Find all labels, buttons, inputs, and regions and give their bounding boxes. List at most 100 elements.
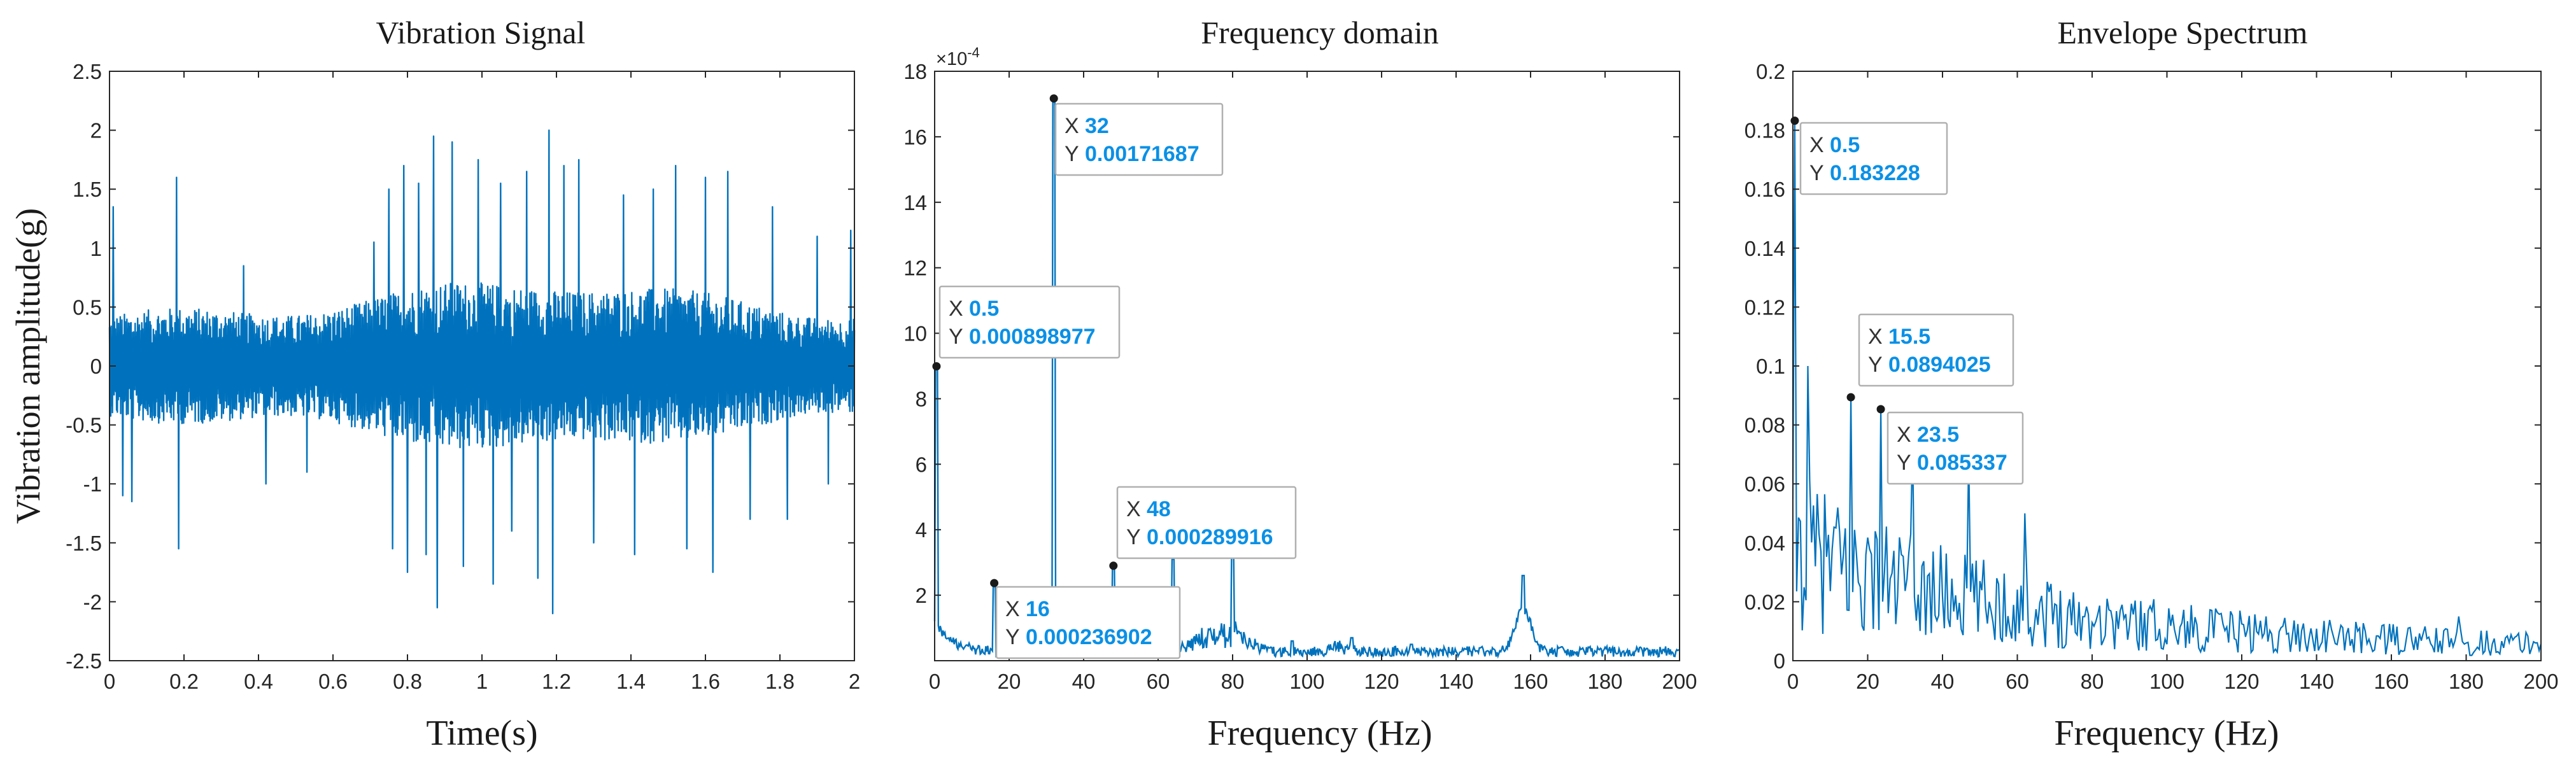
datatip-y-value: 0.00171687 — [1085, 142, 1200, 166]
datatip-y-label: Y — [949, 325, 963, 349]
y-tick-label: 6 — [916, 453, 927, 476]
x-tick-label: 120 — [1364, 670, 1399, 693]
datatip-y-value: 0.085337 — [1917, 451, 2007, 475]
plot-frame — [109, 71, 855, 661]
y-tick-label: 0 — [1774, 649, 1785, 673]
y-ticks: 0 0.02 0.04 0.06 0.08 0.1 0.12 0.14 0.16 0.18 0.2 — [1744, 60, 2541, 673]
y-tick-label: 0.18 — [1744, 119, 1785, 143]
x-tick-label: 60 — [2006, 670, 2029, 693]
time-signal-group — [108, 129, 856, 615]
y-tick-label: 4 — [916, 518, 927, 542]
x-ticks: 0 20 40 60 80 100 120 140 160 180 200 — [1787, 71, 2559, 693]
y-axis-label: Vibration amplitude(g) — [9, 208, 47, 524]
y-tick-label: -0.5 — [66, 414, 102, 437]
datatip[interactable]: X 23.5Y 0.085337 — [1876, 405, 2024, 485]
y-tick-label: 0 — [90, 355, 102, 378]
y-tick-label: 0.16 — [1744, 178, 1785, 201]
y-tick-label: 0.06 — [1744, 472, 1785, 496]
y-tick-label: 0.1 — [1756, 355, 1785, 378]
envelope-spectrum-panel: Envelope Spectrum 0 20 40 60 80 100 120 140 160 1… — [1744, 15, 2559, 753]
x-tick-label: 160 — [2374, 670, 2409, 693]
datatip-x-value: 16 — [1026, 597, 1050, 621]
datatip-marker[interactable] — [1790, 116, 1799, 125]
datatip-x-label: X — [1868, 325, 1883, 349]
datatip-y-label: Y — [1809, 161, 1824, 185]
y-tick-label: 0.04 — [1744, 531, 1785, 555]
frequency-domain-panel: Frequency domain 0 20 40 60 80 100 120 140 160 18… — [903, 15, 1697, 753]
datatip-y-value: 0.183228 — [1830, 161, 1920, 185]
datatip-x-value: 15.5 — [1888, 325, 1930, 349]
datatip-marker[interactable] — [1876, 405, 1885, 414]
x-tick-label: 80 — [1221, 670, 1245, 693]
y-tick-label: 2.5 — [73, 60, 102, 83]
x-tick-label: 0 — [929, 670, 940, 693]
datatip-x-value: 0.5 — [1830, 133, 1860, 157]
x-tick-label: 140 — [1438, 670, 1473, 693]
datatip-y-label: Y — [1868, 353, 1883, 377]
x-tick-label: 0.8 — [393, 670, 422, 693]
datatip-y-value: 0.0894025 — [1888, 353, 1991, 377]
datatip-y-value: 0.000289916 — [1147, 525, 1273, 549]
x-tick-label: 0 — [104, 670, 115, 693]
datatip-box — [1799, 122, 1948, 195]
datatip-marker[interactable] — [990, 579, 999, 588]
x-tick-label: 0.4 — [244, 670, 273, 693]
y-tick-label: -1 — [83, 472, 102, 496]
y-tick-label: 12 — [903, 257, 927, 280]
x-tick-label: 1.2 — [542, 670, 571, 693]
x-tick-label: 1.8 — [765, 670, 795, 693]
y-tick-label: 1.5 — [73, 178, 102, 201]
x-tick-label: 200 — [1662, 670, 1697, 693]
plot-frame — [1792, 71, 2542, 661]
datatip-x-label: X — [1065, 114, 1079, 138]
x-axis-label: Time(s) — [426, 714, 537, 753]
datatip[interactable]: X 32Y 0.00171687 — [1049, 94, 1224, 176]
chart-title: Frequency domain — [1201, 15, 1439, 50]
y-tick-label: 0.5 — [73, 295, 102, 319]
datatip[interactable]: X 0.5Y 0.183228 — [1790, 116, 1948, 195]
datatip-y-label: Y — [1126, 525, 1141, 549]
x-tick-label: 20 — [998, 670, 1021, 693]
vibration-signal-panel: Vibration Signal 0 0.2 0.4 0.6 0.8 1 1.2 1.4 1.6… — [9, 15, 860, 753]
x-tick-label: 40 — [1072, 670, 1096, 693]
x-tick-label: 60 — [1147, 670, 1170, 693]
datatip-y-label: Y — [1897, 451, 1911, 475]
datatip-y-label: Y — [1065, 142, 1079, 166]
y-tick-label: 10 — [903, 322, 927, 346]
datatip-x-value: 0.5 — [969, 297, 999, 321]
y-tick-label: 14 — [903, 191, 927, 215]
datatip-y-value: 0.000236902 — [1026, 625, 1152, 649]
datatip[interactable]: X 16Y 0.000236902 — [990, 579, 1181, 659]
datatip-x-label: X — [949, 297, 963, 321]
envelope-line — [1792, 120, 2542, 656]
y-tick-label: 8 — [916, 387, 927, 411]
datatip-y-label: Y — [1005, 625, 1020, 649]
x-tick-label: 180 — [2449, 670, 2484, 693]
datatip-y-value: 0.000898977 — [969, 325, 1096, 349]
x-tick-label: 160 — [1513, 670, 1548, 693]
y-scale-label: ×10-4 — [936, 45, 980, 69]
datatip[interactable]: X 48Y 0.000289916 — [1109, 486, 1297, 570]
datatip[interactable]: X 0.5Y 0.000898977 — [932, 285, 1121, 371]
y-tick-label: 0.2 — [1756, 60, 1785, 83]
x-tick-label: 100 — [2149, 670, 2184, 693]
datatip-marker[interactable] — [1109, 561, 1118, 570]
datatip-x-label: X — [1897, 423, 1911, 447]
datatip-x-label: X — [1126, 497, 1141, 521]
datatip-marker[interactable] — [932, 362, 941, 371]
datatip[interactable]: X 15.5Y 0.0894025 — [1846, 313, 2014, 402]
datatip-marker[interactable] — [1049, 94, 1058, 103]
datatip-box — [995, 586, 1181, 659]
x-tick-label: 40 — [1931, 670, 1955, 693]
datatip-box — [938, 285, 1121, 359]
x-ticks: 0 0.2 0.4 0.6 0.8 1 1.2 1.4 1.6 1.8 2 — [104, 71, 860, 693]
y-tick-label: -1.5 — [66, 531, 102, 555]
y-ticks: 2 4 6 8 10 12 14 16 18 — [903, 60, 1680, 607]
datatip-marker[interactable] — [1846, 393, 1855, 402]
datatip-x-label: X — [1809, 133, 1824, 157]
datatip-box — [1054, 102, 1224, 176]
datatip-box — [1858, 313, 2014, 387]
x-tick-label: 0 — [1787, 670, 1799, 693]
